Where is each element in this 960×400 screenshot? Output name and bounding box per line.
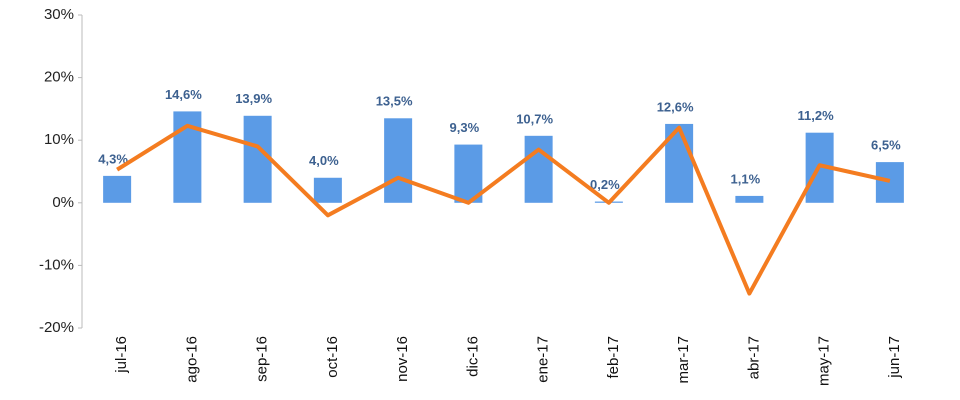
data-label: 10,7% <box>516 111 553 126</box>
bar <box>524 135 553 203</box>
data-label: 13,5% <box>376 94 413 109</box>
data-label: 1,1% <box>731 171 761 186</box>
x-tick-label: oct-16 <box>324 336 341 378</box>
x-tick-label: ene-17 <box>535 336 552 383</box>
data-label: 12,6% <box>657 99 694 114</box>
y-tick-label: 20% <box>44 69 74 86</box>
x-tick-label: nov-16 <box>394 336 411 382</box>
y-tick-label: -20% <box>39 319 74 336</box>
x-tick-label: mar-17 <box>675 336 692 384</box>
data-label: 6,5% <box>871 138 901 153</box>
x-tick-label: dic-16 <box>464 336 481 377</box>
data-label: 0,2% <box>590 177 620 192</box>
line <box>116 123 891 296</box>
x-tick-label: jul-16 <box>113 336 130 374</box>
y-tick-label: 30% <box>44 6 74 23</box>
bar <box>384 118 413 203</box>
x-tick-label: sep-16 <box>254 336 271 382</box>
bar <box>454 144 483 203</box>
data-label: 11,2% <box>798 108 835 123</box>
data-label: 9,3% <box>450 120 480 135</box>
bar <box>313 177 342 203</box>
data-label: 14,6% <box>165 87 202 102</box>
data-label: 13,9% <box>235 91 272 106</box>
y-tick-label: 10% <box>44 131 74 148</box>
data-label: 4,3% <box>98 151 128 166</box>
x-tick-label: abr-17 <box>745 336 762 379</box>
data-label: 4,0% <box>309 153 339 168</box>
bar <box>243 115 272 203</box>
bar <box>875 162 904 203</box>
bar <box>103 175 132 203</box>
x-tick-label: feb-17 <box>605 336 622 379</box>
bar <box>735 195 764 203</box>
x-tick-label: may-17 <box>816 336 833 386</box>
x-tick-label: jun-17 <box>886 336 903 379</box>
y-tick-label: -10% <box>39 256 74 273</box>
x-tick-label: ago-16 <box>183 336 200 383</box>
y-tick-label: 0% <box>52 194 74 211</box>
